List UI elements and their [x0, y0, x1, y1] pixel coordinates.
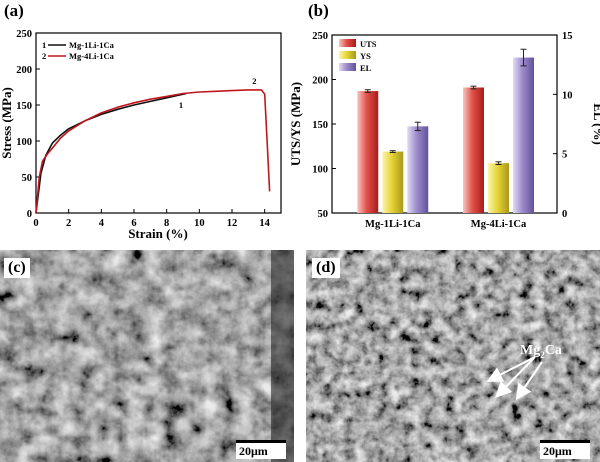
y-tick-label-b: 150: [312, 120, 328, 131]
legend-marker-a: 1: [42, 40, 46, 50]
x-tick-label-a: 2: [66, 218, 71, 229]
y-tick-label-a: 50: [22, 173, 33, 184]
x-tick-label-a: 6: [131, 218, 136, 229]
bar-el: [513, 57, 534, 214]
chart-b: 50 100 150 200 250 0 5 10 15 Mg-1Li-1Ca Mg-4Li-1C…: [288, 31, 600, 230]
micrograph-d-texture: [306, 250, 600, 462]
mg2ca-tail: Ca: [544, 343, 562, 358]
y2-tick-label-b: 15: [562, 31, 573, 42]
category-label-b: Mg-4Li-1Ca: [471, 219, 527, 230]
bar-el: [407, 126, 429, 213]
y2-tick-label-b: 0: [562, 209, 567, 220]
bar-ys: [382, 151, 404, 213]
legend-label-a: Mg-1Li-1Ca: [69, 40, 115, 50]
y2-tick-label-b: 10: [562, 90, 573, 101]
mg2ca-sub: 2: [540, 349, 545, 360]
y-tick-label-b: 100: [312, 165, 328, 176]
y-tick-label-b: 250: [312, 31, 328, 42]
legend-b: UTS YS EL: [339, 39, 377, 73]
arrow-1: [486, 356, 536, 382]
x-tick-label-a: 10: [194, 218, 205, 229]
legend-swatch-b: [339, 39, 356, 47]
panel-label-c: (c): [4, 258, 30, 278]
micrograph-c: [0, 250, 294, 462]
x-tick-label-a: 4: [99, 218, 105, 229]
curve-label-2: 2: [252, 76, 256, 86]
y-tick-label-b: 200: [312, 76, 328, 87]
scale-bar-d: 20μm: [540, 440, 590, 459]
y-tick-label-a: 150: [16, 101, 32, 112]
y-tick-label-a: 0: [27, 209, 32, 220]
curve-1: [35, 92, 187, 214]
y-axis-label-a: Stress (MPa): [0, 87, 14, 159]
mg2ca-main: Mg: [520, 343, 541, 358]
scale-bar-c: 20μm: [236, 440, 286, 459]
legend-a: 1 Mg-1Li-1Ca 2 Mg-4Li-1Ca: [42, 40, 115, 61]
micrograph-c-texture: [0, 250, 294, 462]
panel-label-b: (b): [308, 1, 329, 20]
x-tick-label-a: 14: [259, 218, 270, 229]
x-tick-label-a: 0: [33, 218, 38, 229]
legend-swatch-b: [339, 51, 356, 59]
legend-label-b: EL: [360, 63, 372, 73]
arrow-3: [515, 361, 543, 401]
y2-tick-label-b: 5: [562, 150, 567, 161]
legend-label-b: YS: [360, 51, 371, 61]
ticks-b: 50 100 150 200 250 0 5 10 15: [312, 31, 572, 220]
micrograph-d: [306, 250, 600, 462]
micrograph-c-dark-edge: [271, 250, 294, 462]
x-axis-label-a: Strain (%): [128, 226, 188, 241]
curve-label-1: 1: [179, 100, 183, 110]
panel-label-a: (a): [4, 1, 24, 20]
x-tick-label-a: 8: [164, 218, 169, 229]
legend-swatch-b: [339, 63, 356, 71]
bar-uts: [463, 87, 484, 213]
arrow-2: [495, 356, 536, 398]
curves-a: 12: [35, 76, 271, 214]
y-axis-label-b: UTS/YS (MPa): [288, 82, 303, 166]
y2-axis-label-b: EL (%): [591, 103, 600, 145]
y-tick-label-a: 100: [16, 137, 32, 148]
bars-b: Mg-1Li-1Ca Mg-4Li-1Ca: [357, 48, 534, 230]
y-tick-label-b: 50: [318, 209, 329, 220]
bar-ys: [488, 163, 509, 213]
y-tick-label-a: 250: [16, 29, 32, 40]
legend-label-b: UTS: [360, 39, 377, 49]
y-tick-label-a: 200: [16, 65, 32, 76]
mg2ca-annotation: Mg2Ca: [520, 343, 562, 363]
curve-2: [35, 89, 271, 214]
legend-marker-a: 2: [42, 51, 46, 61]
plot-frame-a: [35, 32, 282, 214]
bar-uts: [357, 91, 379, 213]
panel-label-d: (d): [312, 258, 340, 278]
legend-label-a: Mg-4Li-1Ca: [69, 51, 115, 61]
category-label-b: Mg-1Li-1Ca: [365, 219, 421, 230]
x-tick-label-a: 12: [227, 218, 238, 229]
